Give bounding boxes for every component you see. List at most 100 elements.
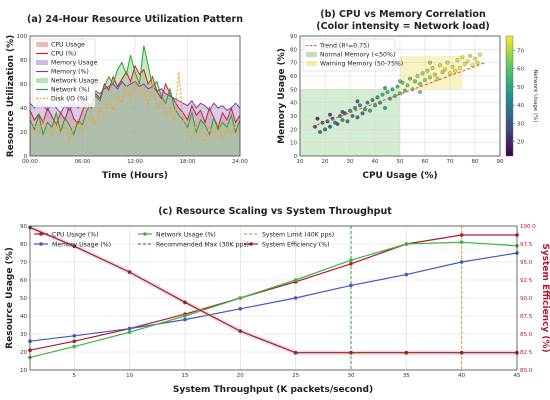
- panel-b-scatter-point: [408, 76, 412, 81]
- panel-c-y-tick-90: 90: [20, 224, 27, 230]
- panel-b-title: (b) CPU vs Memory Correlation: [320, 9, 486, 20]
- panel-c-legend-label: Network Usage (%): [156, 232, 216, 239]
- panel-c-point-system-efficiency: [127, 270, 132, 274]
- panel-c-y-tick-80: 80: [20, 242, 27, 248]
- panel-b-y-tick-40: 40: [290, 101, 297, 107]
- panel-b-scatter-point: [358, 103, 362, 108]
- panel-b-scatter-point: [440, 70, 445, 74]
- panel-c-legend-label: CPU Usage (%): [52, 232, 99, 239]
- panel-a-y-tick-40: 40: [20, 106, 27, 112]
- panel-b-scatter-point: [458, 66, 462, 70]
- panel-a-plot-frame: [29, 35, 241, 157]
- panel-a-legend-item: Network Usage: [36, 78, 98, 85]
- panel-b-scatter-point: [340, 118, 345, 122]
- panel-a-legend-label: CPU Usage: [51, 42, 85, 49]
- panel-c-right-tick: 92.5: [520, 278, 533, 284]
- panel-a-legend-item: Disk I/O (%): [36, 96, 88, 103]
- panel-c-point-memory-usage: [349, 283, 353, 288]
- panel-b-scatter-point: [353, 106, 357, 110]
- panel-c-point-network-usage: [459, 240, 464, 244]
- panel-b-scatter-point: [383, 106, 387, 110]
- panel-b-scatter-point: [380, 92, 385, 97]
- panel-b-y-tick-10: 10: [290, 141, 297, 147]
- panel-c-legend-item: System Efficiency (%): [244, 242, 330, 249]
- panel-a-area-memory: [30, 81, 240, 156]
- legend-swatch: [306, 52, 317, 57]
- panel-b-correlation-chart: (b) CPU vs Memory Correlation (Color int…: [277, 9, 538, 181]
- panel-a-legend-label: Disk I/O (%): [51, 96, 88, 103]
- panel-b-scatter-point: [328, 112, 332, 117]
- legend-marker: [249, 242, 253, 246]
- panel-c-point-memory-usage: [183, 317, 187, 322]
- panel-b-x-tick-60: 60: [422, 159, 429, 165]
- panel-b-scatter-point: [475, 60, 480, 65]
- legend-swatch: [36, 78, 48, 83]
- panel-c-legend-label: System Efficiency (%): [262, 242, 330, 249]
- panel-b-scatter-point: [383, 86, 387, 90]
- panel-a-area-cpu: [30, 66, 240, 156]
- panel-c-point-cpu-usage: [459, 233, 464, 237]
- panel-a-legend-item: CPU Usage: [36, 42, 85, 49]
- panel-a-legend-item: Memory (%): [36, 69, 89, 76]
- panel-b-scatter-point: [418, 90, 422, 94]
- panel-b-colorbar-tick-40: 40: [517, 103, 524, 109]
- panel-b-scatter-point: [420, 71, 425, 76]
- panel-b-scatter-point: [448, 71, 452, 76]
- panel-c-point-network-usage: [72, 344, 77, 349]
- panel-b-x-tick-10: 10: [297, 159, 304, 165]
- panel-c-x-tick-40: 40: [458, 373, 465, 379]
- panel-b-x-tick-90: 90: [497, 159, 504, 165]
- panel-b-scatter-point: [478, 52, 482, 57]
- panel-b-colorbar: [505, 35, 514, 157]
- panel-c-x-tick-10: 10: [126, 373, 133, 379]
- panel-c-right-tick: 85.0: [520, 332, 533, 338]
- panel-b-scatter-point: [350, 114, 355, 118]
- panel-b-scatter-point: [345, 119, 350, 124]
- panel-b-scatter-point: [405, 83, 410, 88]
- legend-marker: [39, 232, 43, 236]
- panel-c-right-tick: 95.0: [520, 260, 533, 266]
- panel-c-point-memory-usage: [459, 260, 464, 264]
- panel-c-right-tick: 80.0: [520, 368, 533, 374]
- panel-b-scatter-point: [433, 72, 437, 77]
- legend-marker: [39, 242, 43, 246]
- panel-c-y-tick-60: 60: [20, 278, 27, 284]
- panel-c-series-memory-usage: [29, 252, 518, 342]
- panel-b-scatter-point: [368, 108, 372, 113]
- panel-b-scatter-point: [453, 68, 457, 73]
- panel-c-legend-label: Recommended Max (30K pps): [156, 242, 249, 249]
- legend-swatch: [36, 42, 48, 47]
- panel-c-point-network-usage: [293, 278, 298, 282]
- panel-b-x-tick-40: 40: [372, 159, 379, 165]
- panel-b-x-axis-label: CPU Usage (%): [362, 171, 437, 181]
- panel-c-point-system-efficiency: [459, 350, 464, 355]
- panel-b-plot-frame: [299, 35, 501, 157]
- panel-b-colorbar-label: Network Usage (%): [532, 69, 538, 122]
- panel-c-legend-item: System Limit (40K pps): [244, 232, 334, 239]
- panel-c-point-system-efficiency: [293, 350, 298, 355]
- panel-b-colorbar-tick-50: 50: [517, 85, 524, 91]
- panel-b-trend-line: [312, 62, 486, 128]
- panel-b-legend-item: Normal Memory (<50%): [306, 52, 395, 59]
- panel-b-x-tick-20: 20: [322, 159, 329, 165]
- panel-b-scatter-point: [473, 56, 477, 61]
- panel-c-point-system-efficiency: [72, 244, 77, 248]
- panel-c-legend: CPU Usage (%) Network Usage (%) System Lim…: [34, 232, 334, 249]
- panel-a-x-tick-3: 18:00: [180, 159, 196, 165]
- panel-b-y-tick-20: 20: [290, 127, 297, 133]
- panel-b-colorbar-tick-60: 60: [517, 67, 524, 73]
- panel-c-series-cpu-usage: [29, 234, 517, 351]
- panel-a-legend-label: Memory (%): [51, 69, 89, 76]
- panel-c-legend-item: Network Usage (%): [138, 232, 216, 239]
- panel-b-legend-label: Warning Memory (50-75%): [320, 61, 403, 68]
- panel-c-x-tick-35: 35: [403, 373, 410, 379]
- panel-b-scatter-point: [460, 55, 465, 60]
- panel-a-series-disk-i-o: [29, 71, 241, 143]
- panel-b-subtitle: (Color intensity = Network load): [316, 21, 490, 32]
- panel-a-legend-label: CPU (%): [51, 51, 76, 58]
- panel-a-y-tick-60: 60: [20, 82, 27, 88]
- panel-a-legend-label: Network (%): [51, 87, 90, 94]
- panel-c-point-system-efficiency: [404, 350, 409, 355]
- panel-c-point-system-efficiency: [349, 350, 353, 355]
